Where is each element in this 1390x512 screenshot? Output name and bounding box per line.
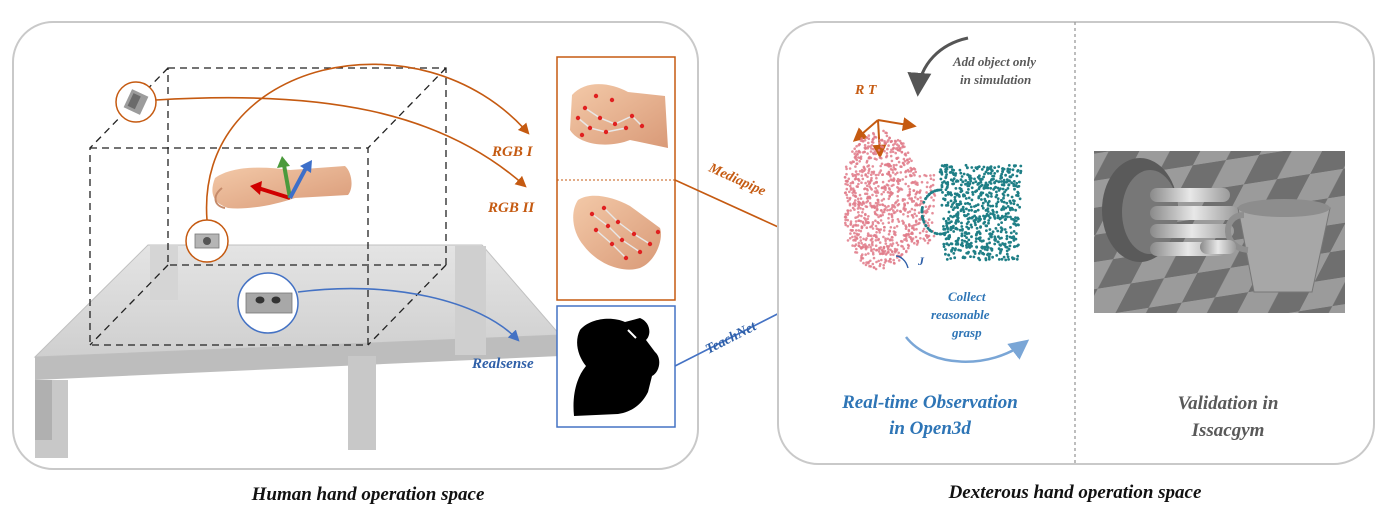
validation-title-1: Validation in [1178, 393, 1279, 414]
realtime-title-1: Real-time Observation [841, 392, 1018, 413]
teachnet-label: TeachNet [703, 319, 760, 358]
realsense-label: Realsense [471, 356, 534, 372]
rgb2-label: RGB II [487, 200, 535, 216]
human-hand-image [212, 166, 352, 209]
arrow-realsense [297, 287, 520, 342]
isaacgym-render [1094, 151, 1345, 313]
workspace-cube [89, 67, 447, 346]
hand-axes [250, 156, 312, 200]
rgb1-hand-image [570, 84, 668, 148]
right-caption: Dexterous hand operation space [948, 482, 1202, 503]
rgb-camera-1 [115, 81, 157, 123]
j-small-label: J [917, 254, 925, 268]
rgb2-hand-image [573, 195, 661, 270]
left-caption: Human hand operation space [251, 484, 485, 505]
pointcloud-cup [920, 163, 1023, 262]
rt-frame-label: R T [854, 83, 878, 98]
realsense-camera [237, 272, 299, 334]
validation-title-2: Issacgym [1191, 420, 1265, 441]
j-joint-arc [895, 255, 909, 269]
add-object-arrow [907, 36, 969, 97]
collect-arrow [905, 336, 1030, 363]
rgb1-label: RGB I [491, 144, 534, 160]
depth-image-box [556, 305, 676, 428]
pointcloud-hand [843, 129, 937, 271]
add-object-label-1: Add object only [952, 54, 1036, 69]
realtime-title-2: in Open3d [889, 418, 971, 439]
collect-label-2: reasonable [931, 307, 990, 322]
collect-label-3: grasp [951, 325, 982, 340]
rgb-camera-2 [185, 219, 229, 263]
collect-label-1: Collect [948, 289, 986, 304]
arrow-camera2-to-rgb1 [205, 63, 530, 221]
arrow-camera1-to-rgb2 [155, 96, 527, 188]
add-object-label-2: in simulation [960, 72, 1031, 87]
mediapipe-label: Mediapipe [705, 160, 767, 199]
